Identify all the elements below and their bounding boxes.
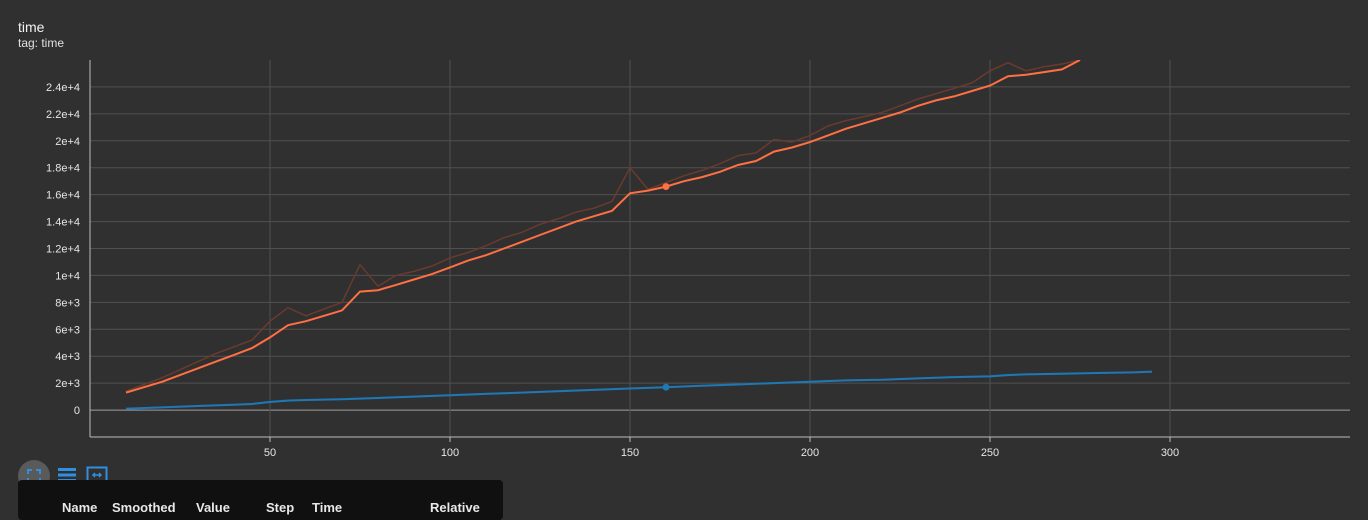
y-tick-label: 1.6e+4	[46, 190, 80, 202]
x-tick-label: 100	[441, 447, 459, 459]
data-table-panel: Name Smoothed Value Step Time Relative	[18, 480, 503, 520]
x-tick-label: 300	[1161, 447, 1179, 459]
x-tick-label: 250	[981, 447, 999, 459]
header-smoothed: Smoothed	[112, 500, 176, 515]
header-time: Time	[312, 500, 343, 515]
header-name: Name	[62, 500, 98, 515]
y-tick-label: 2e+3	[55, 378, 80, 390]
fullscreen-icon	[27, 469, 41, 483]
data-table-header: Name Smoothed Value Step Time Relative	[18, 480, 503, 515]
series-1-raw-line	[125, 370, 1153, 410]
header-value: Value	[196, 500, 230, 515]
series-1-hover-point	[662, 383, 670, 391]
y-tick-label: 1e+4	[55, 270, 80, 282]
series-1-smoothed-line	[125, 370, 1153, 410]
y-tick-label: 4e+3	[55, 351, 80, 363]
header-step: Step	[266, 500, 295, 515]
y-tick-label: 6e+3	[55, 324, 80, 336]
header-relative: Relative	[430, 500, 480, 515]
y-tick-label: 2e+4	[55, 136, 80, 148]
y-tick-label: 2.4e+4	[46, 82, 80, 94]
y-tick-label: 1.2e+4	[46, 244, 80, 256]
card-title: time	[18, 19, 45, 35]
y-tick-label: 2.2e+4	[46, 109, 80, 121]
x-tick-label: 50	[264, 447, 276, 459]
y-tick-label: 1.8e+4	[46, 163, 80, 175]
series-0-raw-line	[125, 60, 1081, 392]
series-0-hover-point	[662, 183, 670, 191]
y-tick-label: 1.4e+4	[46, 217, 80, 229]
x-tick-label: 150	[621, 447, 639, 459]
y-tick-label: 8e+3	[55, 297, 80, 309]
series-0-smoothed-line	[125, 60, 1081, 394]
card-tag: tag: time	[18, 36, 65, 50]
x-tick-label: 200	[801, 447, 819, 459]
line-chart: 0 2e+3 4e+3 6e+3 8e+3 1e+4 1.2e+4 1.4e+4 1.6e+4 1…	[46, 60, 1350, 459]
y-tick-label: 0	[74, 405, 80, 417]
